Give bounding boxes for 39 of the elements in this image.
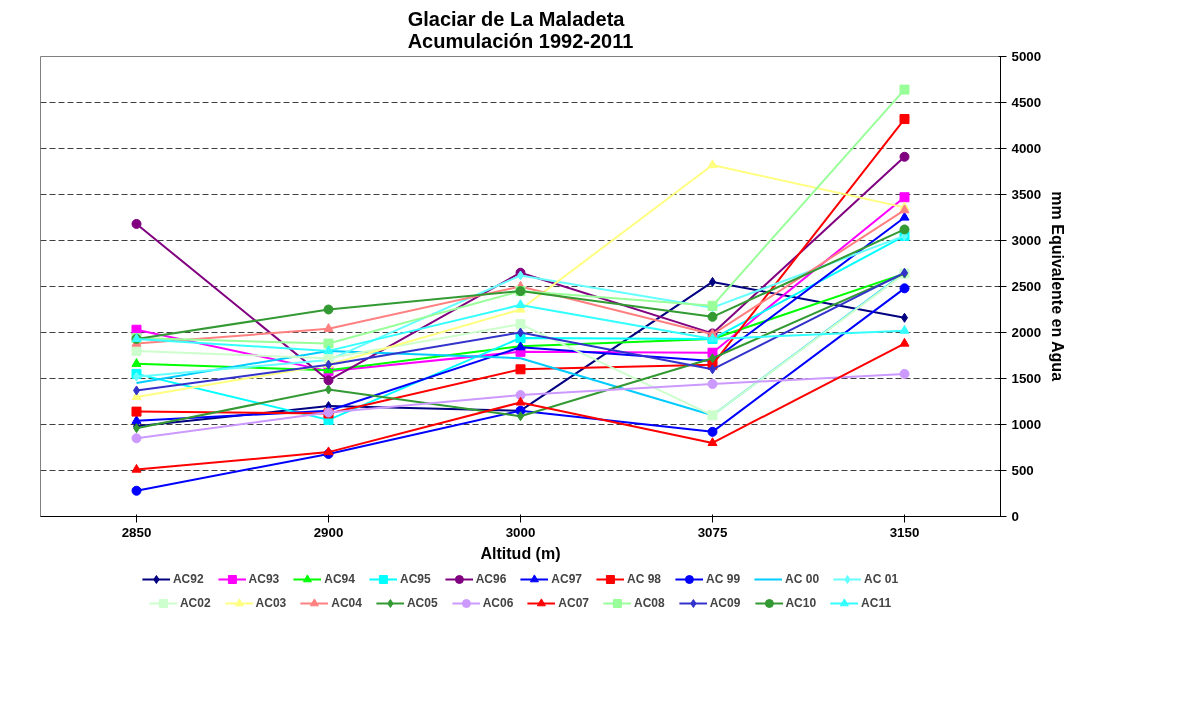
legend-label: AC02 <box>179 596 211 610</box>
legend-label: AC94 <box>324 572 355 586</box>
y-tick-label: 3500 <box>1011 187 1042 202</box>
legend-label: AC92 <box>172 572 204 586</box>
y-tick-label: 5000 <box>1011 49 1042 64</box>
legend-label: AC 98 <box>627 572 662 586</box>
y-tick-label: 2500 <box>1011 279 1042 294</box>
legend-label: AC05 <box>406 596 438 610</box>
y-tick-label: 4500 <box>1011 95 1042 110</box>
legend-label: AC96 <box>475 572 507 586</box>
legend-label: AC 01 <box>864 572 899 586</box>
y-tick-label: 0 <box>1011 509 1019 524</box>
y-tick-label: 1500 <box>1011 371 1042 386</box>
x-tick-label: 3000 <box>505 524 536 540</box>
y-tick-label: 500 <box>1011 463 1034 478</box>
legend-label: AC06 <box>482 596 514 610</box>
legend-label: AC04 <box>331 596 362 610</box>
legend-label: AC07 <box>558 596 590 610</box>
legend-label: AC93 <box>248 572 280 586</box>
x-tick-label: 2850 <box>121 524 152 540</box>
legend-label: AC 00 <box>785 572 820 586</box>
y-tick-label: 1000 <box>1011 417 1042 432</box>
legend-label: AC08 <box>634 596 665 610</box>
x-tick-label: 3075 <box>697 524 728 540</box>
legend-label: AC97 <box>551 572 583 586</box>
legend-label: AC09 <box>709 596 741 610</box>
legend-label: AC95 <box>399 572 431 586</box>
y-tick-label: 4000 <box>1011 141 1042 156</box>
legend-label: AC11 <box>861 596 892 610</box>
legend-label: AC03 <box>255 596 287 610</box>
y-tick-label: 3000 <box>1011 233 1042 248</box>
y-tick-label: 2000 <box>1011 325 1042 340</box>
chart-title: Glaciar de La Maladeta Acumulación 1992-2011 <box>407 7 634 52</box>
y-axis-title: mm Equivalente en Agua <box>1049 191 1067 382</box>
x-tick-label: 3150 <box>889 524 920 540</box>
legend-label: AC10 <box>785 596 817 610</box>
x-axis-title: Altitud (m) <box>480 544 561 562</box>
legend-label: AC 99 <box>706 572 741 586</box>
x-tick-label: 2900 <box>313 524 344 540</box>
